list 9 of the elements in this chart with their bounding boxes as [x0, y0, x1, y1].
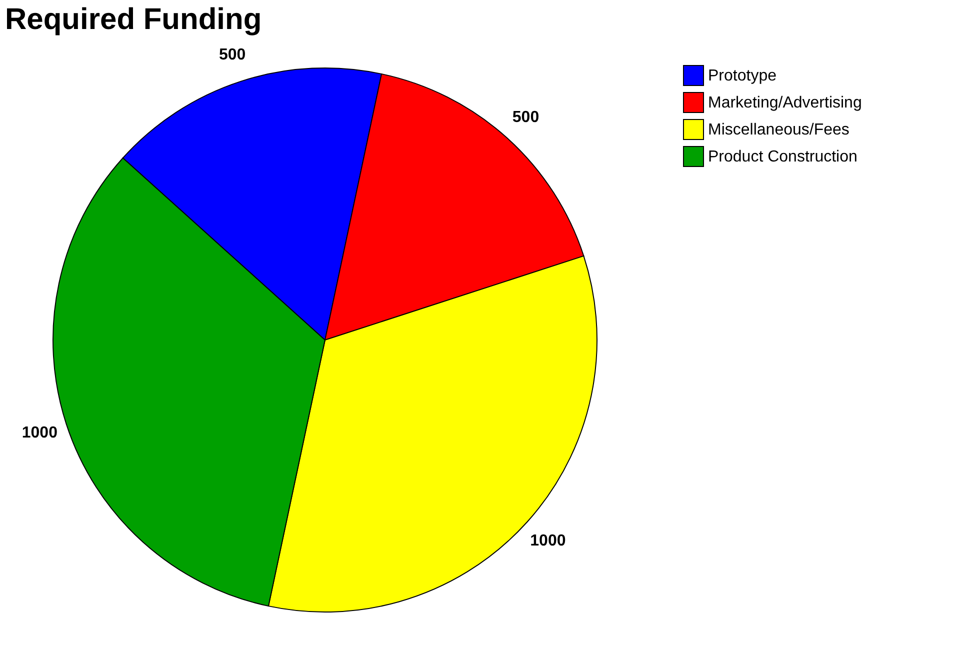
legend-label: Miscellaneous/Fees [708, 122, 850, 138]
legend-label: Prototype [708, 68, 777, 84]
data-label: 500 [512, 109, 540, 126]
legend-label: Product Construction [708, 148, 858, 166]
legend-label: Marketing/Advertising [708, 94, 862, 112]
data-label: 500 [218, 46, 246, 64]
data-label: 1000 [22, 424, 58, 442]
data-label: 1000 [530, 532, 566, 550]
chart-title: Required Funding [5, 3, 262, 36]
